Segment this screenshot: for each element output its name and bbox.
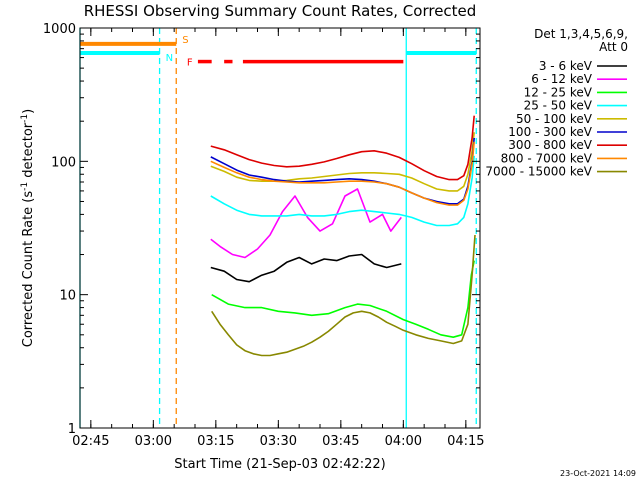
series-line-5 <box>210 137 475 205</box>
x-axis: 02:45 03:00 03:15 03:30 03:45 04:00 04:15 <box>72 28 485 449</box>
saa-label: S <box>182 35 188 46</box>
legend-detector-title: Det 1,3,4,5,6,9, <box>534 27 628 41</box>
legend-entry-label: 12 - 25 keV <box>524 85 593 99</box>
legend-attenuator-title: Att 0 <box>599 40 628 54</box>
x-tick-label: 03:45 <box>322 434 359 449</box>
legend-entry-label: 7000 - 15000 keV <box>485 165 592 179</box>
x-axis-label: Start Time (21-Sep-03 02:42:22) <box>174 457 385 472</box>
flare-label: F <box>187 58 193 69</box>
x-tick-label: 04:00 <box>385 434 422 449</box>
legend-entry-label: 100 - 300 keV <box>508 125 592 139</box>
x-tick-label: 04:15 <box>447 434 484 449</box>
legend-entry-label: 800 - 7000 keV <box>501 151 593 165</box>
plot-frame <box>79 27 481 429</box>
series-line-2 <box>211 260 475 339</box>
legend-entry-label: 50 - 100 keV <box>516 112 593 126</box>
series-line-7 <box>210 141 475 206</box>
x-tick-label: 02:45 <box>72 434 109 449</box>
night-label: N <box>166 53 173 64</box>
series-line-0 <box>210 253 402 283</box>
y-tick-label: 1 <box>68 422 76 437</box>
x-tick-label: 03:00 <box>135 434 172 449</box>
y-axis-label: Corrected Count Rate (s-1 detector-1) <box>20 109 36 347</box>
state-markers: SN F <box>79 28 477 428</box>
series-line-6 <box>210 115 475 181</box>
y-axis: 1 10 100 1000 <box>43 22 480 437</box>
y-tick-label: 100 <box>51 155 76 170</box>
legend-entry-label: 6 - 12 keV <box>531 72 593 86</box>
series-layer <box>210 115 476 357</box>
x-tick-label: 03:15 <box>197 434 234 449</box>
series-line-1 <box>210 188 402 259</box>
series-line-8 <box>211 234 476 357</box>
y-tick-label: 1000 <box>43 22 76 37</box>
legend-entry-label: 3 - 6 keV <box>539 59 593 73</box>
legend-entry-label: 25 - 50 keV <box>524 99 593 113</box>
y-tick-label: 10 <box>59 289 76 304</box>
series-line-4 <box>210 132 475 192</box>
x-tick-label: 03:30 <box>260 434 297 449</box>
footer-timestamp: 23-Oct-2021 14:09 <box>560 469 636 478</box>
series-line-3 <box>210 155 475 227</box>
chart-title: RHESSI Observing Summary Count Rates, Co… <box>84 2 477 20</box>
legend-entry-label: 300 - 800 keV <box>508 138 592 152</box>
